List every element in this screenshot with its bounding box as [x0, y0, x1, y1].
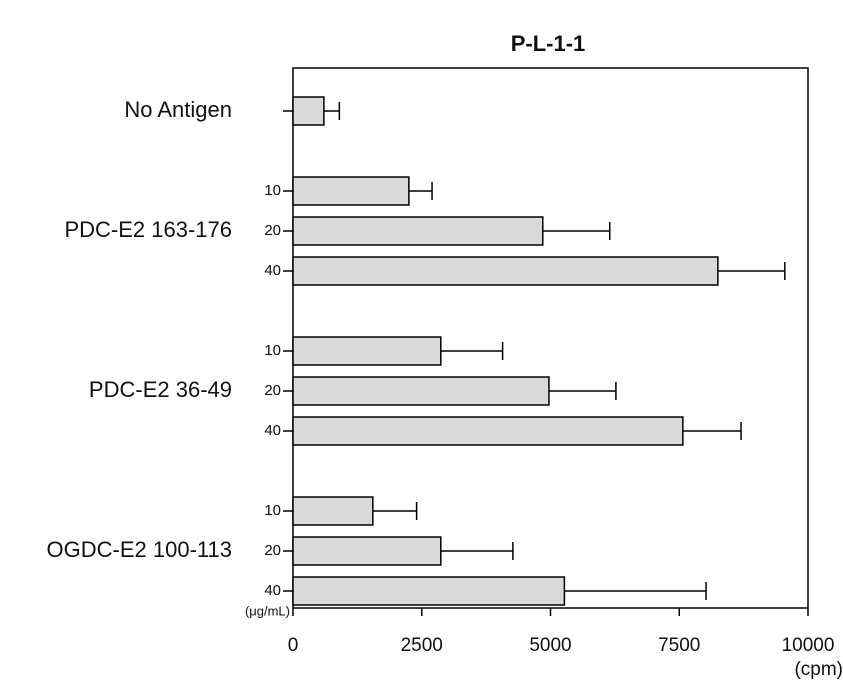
dose-label: 40	[264, 582, 281, 599]
dose-label: 40	[264, 262, 281, 279]
dose-label: 10	[264, 502, 281, 519]
dose-label: 20	[264, 382, 281, 399]
bar	[292, 376, 550, 406]
bar	[292, 336, 442, 366]
x-tick-label: 10000	[782, 635, 835, 656]
bar	[292, 96, 325, 126]
x-tick-label: 7500	[658, 635, 700, 656]
x-tick-label: 2500	[401, 635, 443, 656]
dose-unit: (μg/mL)	[245, 603, 290, 618]
bar	[292, 416, 684, 446]
x-tick-label: 5000	[529, 635, 571, 656]
bar	[292, 176, 410, 206]
x-tick-label: 0	[288, 635, 299, 656]
dose-label: 40	[264, 422, 281, 439]
group-label: No Antigen	[124, 97, 232, 122]
group-label: OGDC-E2 100-113	[47, 537, 232, 562]
group-label: PDC-E2 36-49	[89, 377, 232, 402]
dose-label: 20	[264, 542, 281, 559]
dose-label: 20	[264, 222, 281, 239]
x-unit: (cpm)	[794, 659, 843, 680]
bar	[292, 576, 566, 606]
dose-label: 10	[264, 182, 281, 199]
bar	[292, 536, 442, 566]
bar	[292, 256, 719, 286]
bar	[292, 496, 374, 526]
dose-label: 10	[264, 342, 281, 359]
bar	[292, 216, 544, 246]
chart-title: P-L-1-1	[511, 31, 586, 56]
group-label: PDC-E2 163-176	[64, 217, 232, 242]
